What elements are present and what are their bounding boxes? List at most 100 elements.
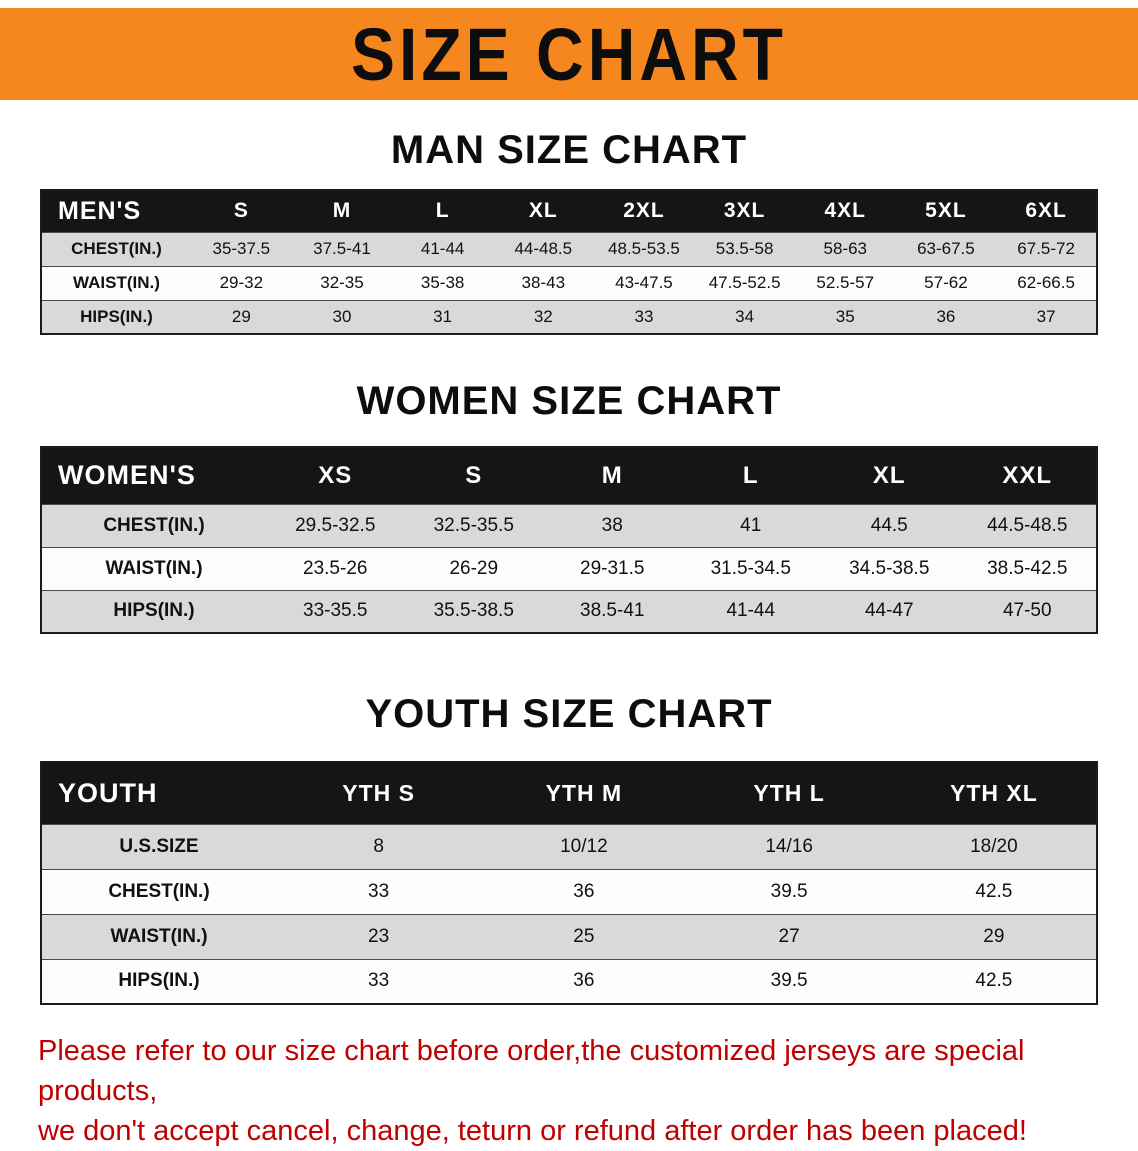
page-title: SIZE CHART [351,12,787,96]
value-cell: 23 [368,925,390,947]
disclaimer-line-1: Please refer to our size chart before or… [38,1035,1025,1107]
value-cell: 35-37.5 [212,239,271,258]
value-cell: 29-32 [219,273,264,292]
value-cell: 29-31.5 [580,557,645,579]
value-cell: 48.5-53.5 [608,239,680,258]
value-cell: 34.5-38.5 [849,557,930,579]
size-header-cell: 5XL [895,190,997,232]
men-size-table: MEN'S S M L XL 2XL 3XL 4XL 5XL 6XL CHEST(IN.) 35-37… [40,189,1098,335]
row-label-cell: U.S.SIZE [119,835,199,857]
value-cell: 44.5 [870,514,908,536]
size-header-cell: XL [820,447,959,504]
value-cell: 43-47.5 [615,273,673,292]
youth-size-table: YOUTH YTH S YTH M YTH L YTH XL U.S.SIZE 8 10/12… [40,761,1098,1005]
row-label-cell: CHEST(IN.) [71,239,162,258]
value-cell: 29 [983,925,1005,947]
women-section-heading: WOMEN SIZE CHART [356,379,782,423]
table-row: HIPS(IN.) 33 36 39.5 42.5 [41,959,1097,1004]
size-header-cell: XXL [958,447,1097,504]
value-cell: 41 [740,514,762,536]
value-cell: 57-62 [924,273,968,292]
value-cell: 44.5-48.5 [987,514,1068,536]
value-cell: 14/16 [765,835,813,857]
size-header-cell: M [543,447,682,504]
value-cell: 35-38 [420,273,465,292]
value-cell: 31.5-34.5 [710,557,791,579]
size-header-cell: 2XL [593,190,695,232]
women-size-table: WOMEN'S XS S M L XL XXL CHEST(IN.) 29.5-32.5 32.5… [40,446,1098,634]
value-cell: 63-67.5 [917,239,975,258]
value-cell: 38.5-41 [580,600,645,622]
value-cell: 44-47 [864,600,914,622]
value-cell: 32 [533,306,553,326]
value-cell: 39.5 [770,880,808,902]
value-cell: 33-35.5 [303,600,368,622]
table-row: WAIST(IN.) 29-32 32-35 35-38 38-43 43-47.5 47.… [41,266,1097,300]
value-cell: 35.5-38.5 [433,600,514,622]
row-label-cell: WAIST(IN.) [110,925,208,947]
size-header-cell: YTH M [481,762,687,824]
size-header-cell: L [392,190,493,232]
value-cell: 37 [1036,306,1056,326]
value-cell: 29 [231,306,251,326]
table-row: WAIST(IN.) 23 25 27 29 [41,914,1097,959]
value-cell: 35 [835,306,855,326]
value-cell: 47.5-52.5 [708,273,781,292]
table-row: CHEST(IN.) 35-37.5 37.5-41 41-44 44-48.5 48.5… [41,232,1097,266]
table-row: U.S.SIZE 8 10/12 14/16 18/20 [41,824,1097,869]
value-cell: 37.5-41 [313,239,371,258]
value-cell: 41-44 [726,600,776,622]
value-cell: 26-29 [449,557,499,579]
table-header-row: MEN'S S M L XL 2XL 3XL 4XL 5XL 6XL [41,190,1097,232]
value-cell: 18/20 [970,835,1018,857]
table-row: HIPS(IN.) 33-35.5 35.5-38.5 38.5-41 41-44 44-… [41,590,1097,633]
value-cell: 33 [634,306,654,326]
value-cell: 62-66.5 [1017,273,1075,292]
value-cell: 44-48.5 [514,239,573,258]
row-label-cell: HIPS(IN.) [118,970,200,992]
table-title-cell: YOUTH [41,762,276,824]
size-header-cell: XS [266,447,405,504]
value-cell: 38-43 [521,273,566,292]
row-label-cell: WAIST(IN.) [73,273,160,292]
value-cell: 33 [368,880,390,902]
size-header-cell: M [291,190,393,232]
value-cell: 58-63 [823,239,867,258]
men-section-heading: MAN SIZE CHART [390,128,748,172]
size-header-cell: 3XL [694,190,795,232]
table-row: CHEST(IN.) 29.5-32.5 32.5-35.5 38 41 44.5 44.5… [41,504,1097,547]
size-header-cell: XL [492,190,594,232]
row-label-cell: WAIST(IN.) [105,557,203,579]
value-cell: 8 [373,835,384,857]
table-row: CHEST(IN.) 33 36 39.5 42.5 [41,869,1097,914]
disclaimer-line-2: we don't accept cancel, change, teturn o… [38,1115,1027,1147]
value-cell: 27 [778,925,800,947]
value-cell: 25 [573,925,595,947]
value-cell: 38 [601,514,623,536]
value-cell: 42.5 [975,880,1013,902]
size-header-cell: YTH S [276,762,482,824]
value-cell: 33 [368,970,390,992]
table-row: WAIST(IN.) 23.5-26 26-29 29-31.5 31.5-34.5 34… [41,547,1097,590]
size-header-cell: S [191,190,292,232]
size-chart-page: SIZE CHART MAN SIZE CHART MEN'S S M L XL 2XL 3… [0,8,1138,1147]
value-cell: 36 [936,306,956,326]
row-label-cell: HIPS(IN.) [113,600,195,622]
size-header-cell: YTH XL [891,762,1097,824]
banner: SIZE CHART [0,8,1138,100]
size-header-cell: S [404,447,543,504]
value-cell: 52.5-57 [816,273,875,292]
table-header-row: WOMEN'S XS S M L XL XXL [41,447,1097,504]
size-header-cell: 4XL [794,190,896,232]
youth-section-heading: YOUTH SIZE CHART [365,692,773,736]
value-cell: 10/12 [560,835,608,857]
value-cell: 53.5-58 [715,239,774,258]
value-cell: 23.5-26 [303,557,368,579]
men-size-section: MAN SIZE CHART MEN'S S M L XL 2XL 3XL 4XL 5XL 6XL… [0,128,1138,335]
value-cell: 39.5 [770,970,808,992]
value-cell: 36 [573,970,595,992]
value-cell: 32-35 [320,273,364,292]
size-header-cell: YTH L [686,762,892,824]
value-cell: 36 [573,880,595,902]
value-cell: 29.5-32.5 [295,514,376,536]
